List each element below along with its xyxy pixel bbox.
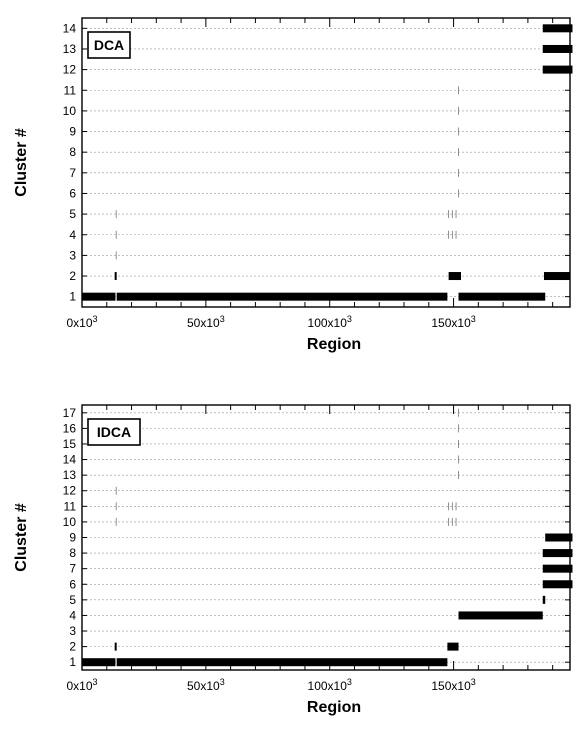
y-tick-label: 9 [69, 531, 76, 545]
segment-bar [114, 642, 117, 651]
segment-bar [82, 658, 116, 667]
y-tick-label: 8 [69, 145, 76, 159]
segment-bar [82, 292, 116, 301]
y-tick-label: 3 [69, 624, 76, 638]
y-tick-label: 13 [63, 468, 77, 482]
segment-bar [542, 564, 573, 573]
panel-label-box [87, 31, 131, 59]
y-tick-label: 2 [69, 269, 76, 283]
segment-bar [542, 44, 573, 53]
y-tick-label: 3 [69, 248, 76, 262]
x-axis-label: Region [307, 336, 361, 353]
y-tick-label: 5 [69, 207, 76, 221]
y-tick-label: 11 [64, 499, 77, 513]
y-tick-label: 14 [63, 453, 77, 467]
y-tick-label: 1 [69, 655, 76, 669]
segment-bar [545, 533, 573, 542]
segment-bar [458, 611, 543, 620]
y-tick-label: 4 [69, 608, 76, 622]
y-tick-label: 9 [69, 125, 76, 139]
segment-bar [448, 272, 462, 281]
y-tick-label: 17 [63, 406, 77, 420]
y-tick-label: 10 [63, 104, 77, 118]
y-tick-label: 7 [69, 166, 76, 180]
x-tick-label: 100x103 [308, 314, 352, 330]
x-tick-label: 50x103 [187, 677, 225, 693]
plot-frame [81, 17, 571, 308]
x-tick-label: 0x103 [66, 314, 97, 330]
y-tick-label: 5 [69, 593, 76, 607]
y-tick-label: 13 [63, 42, 77, 56]
y-tick-label: 2 [69, 640, 76, 654]
x-axis-label: Region [307, 699, 361, 716]
x-tick-label: 150x103 [431, 314, 475, 330]
x-tick-label: 100x103 [308, 677, 352, 693]
segment-bar [543, 272, 570, 281]
y-tick-label: 12 [63, 484, 77, 498]
y-tick-label: 12 [63, 63, 77, 77]
x-tick-label: 0x103 [66, 677, 97, 693]
segment-bar [447, 642, 459, 651]
segment-bar [542, 580, 573, 589]
panel-label: IDCA [97, 424, 131, 440]
segment-bar [458, 292, 546, 301]
y-tick-label: 6 [69, 186, 76, 200]
segment-bar [542, 549, 573, 558]
segment-bar [542, 595, 546, 604]
x-tick-label: 150x103 [431, 677, 475, 693]
y-axis-label: Cluster # [13, 128, 30, 197]
x-tick-label: 50x103 [187, 314, 225, 330]
y-tick-label: 6 [69, 577, 76, 591]
segment-bar [542, 65, 573, 74]
y-tick-label: 15 [63, 437, 77, 451]
segment-bar [542, 24, 573, 33]
y-tick-label: 7 [69, 562, 76, 576]
y-tick-label: 8 [69, 546, 76, 560]
panel-label: DCA [94, 37, 124, 53]
segment-bar [114, 272, 117, 281]
segment-bar [116, 292, 448, 301]
y-tick-label: 10 [63, 515, 77, 529]
y-tick-label: 16 [63, 421, 77, 435]
y-axis-label: Cluster # [13, 503, 30, 572]
y-tick-label: 14 [63, 21, 77, 35]
y-tick-label: 11 [64, 83, 77, 97]
y-tick-label: 1 [69, 290, 76, 304]
panel-label-box [87, 418, 141, 446]
segment-bar [116, 658, 448, 667]
y-tick-label: 4 [69, 228, 76, 242]
